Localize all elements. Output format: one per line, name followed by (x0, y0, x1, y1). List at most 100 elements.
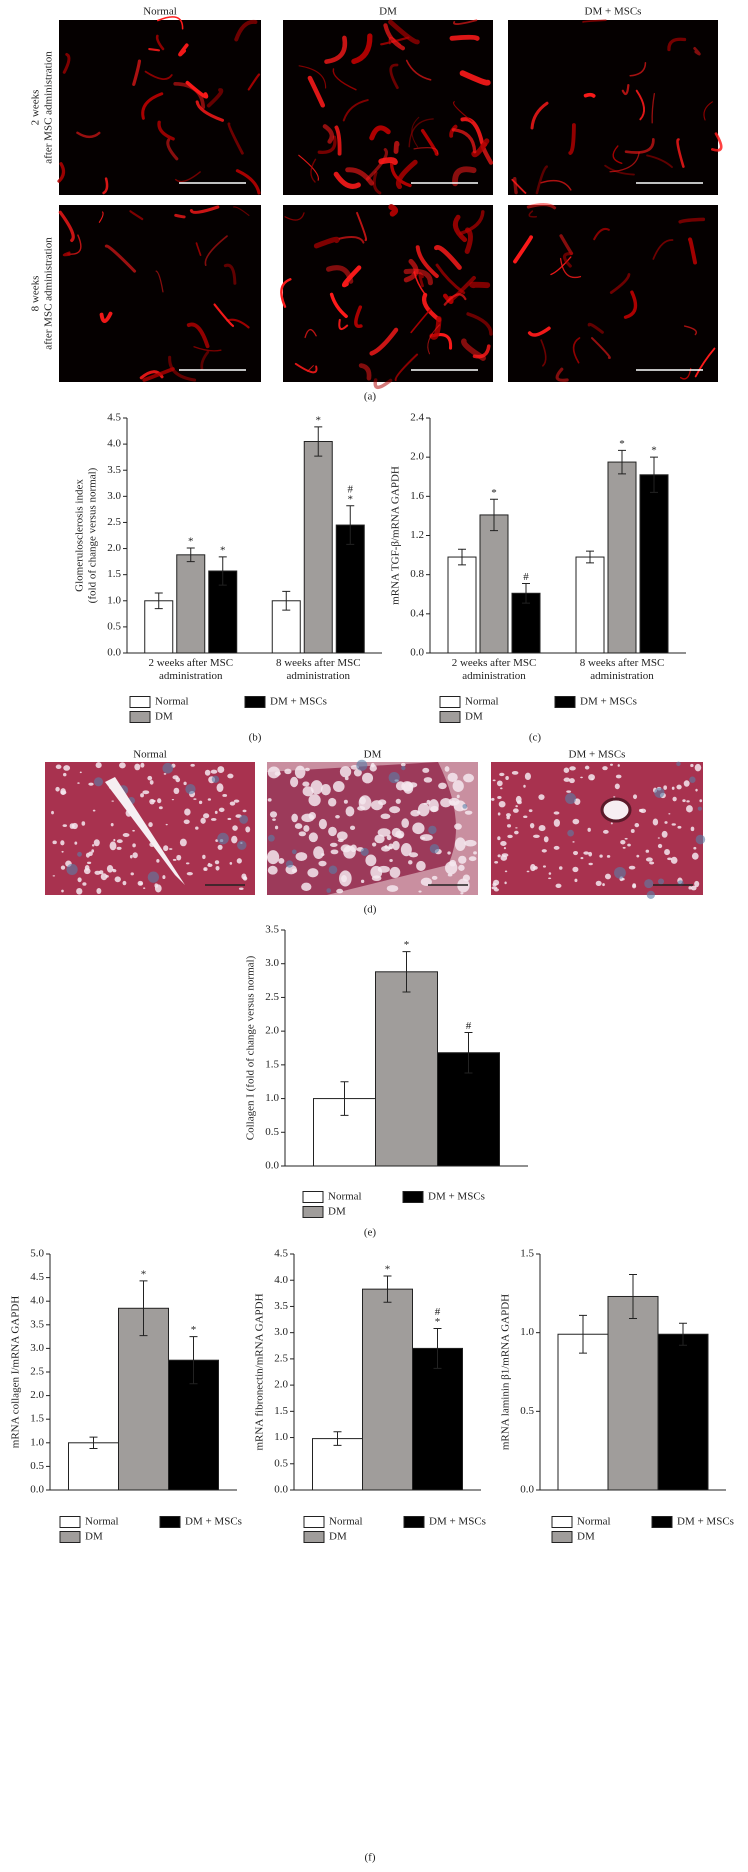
panel-label: (a) (364, 391, 377, 403)
lumen (603, 829, 609, 834)
y-tick-label: 0.5 (265, 1126, 279, 1138)
lumen (96, 887, 102, 895)
stain (341, 265, 362, 288)
stain (513, 235, 533, 264)
stain (298, 65, 327, 89)
legend-swatch (403, 1516, 425, 1528)
y-tick-label: 2.5 (274, 1352, 288, 1364)
collagen (328, 865, 338, 875)
lumen (494, 860, 499, 864)
lumen (664, 821, 668, 824)
stain (284, 212, 305, 221)
stain (304, 328, 317, 339)
x-tick-label: 2 weeks after MSC administration (148, 657, 234, 682)
lumen (238, 887, 244, 890)
lumen (468, 856, 477, 862)
lumen (318, 860, 327, 867)
lumen (566, 790, 572, 793)
bar (144, 600, 174, 654)
lumen (645, 849, 650, 853)
stain (333, 171, 361, 189)
bar (607, 1295, 659, 1491)
lumen (217, 766, 225, 773)
y-tick-label: 0.5 (107, 620, 121, 632)
stain (420, 129, 439, 156)
lumen (667, 857, 672, 861)
stain (623, 290, 638, 319)
legend-swatch (551, 1531, 573, 1543)
stain (703, 101, 713, 121)
lumen (156, 859, 160, 863)
legend-label: DM + MSCs (428, 1191, 485, 1203)
lumen (506, 815, 510, 820)
collagen (388, 772, 400, 784)
lumen (530, 863, 536, 872)
lumen (595, 880, 602, 886)
error-bar (458, 548, 466, 566)
collagen (356, 759, 368, 771)
lumen (652, 818, 659, 826)
legend-swatch (302, 1191, 324, 1203)
column-title: Normal (133, 749, 167, 761)
legend-label: Normal (155, 696, 189, 708)
lumen (76, 887, 83, 895)
stain (405, 59, 432, 81)
bar (303, 441, 333, 654)
stain (568, 123, 576, 155)
error-bar (464, 1031, 473, 1074)
lumen (649, 861, 655, 865)
legend-swatch (439, 696, 461, 708)
lumen (294, 823, 303, 830)
lumen (548, 877, 552, 880)
collagen (211, 775, 220, 784)
lumen (222, 794, 228, 797)
lumen (661, 830, 668, 838)
stain (206, 88, 224, 108)
error-bar (679, 1322, 687, 1346)
error-bar (346, 505, 355, 545)
image-bg (59, 205, 261, 382)
lumen (290, 776, 299, 788)
bar (68, 1442, 119, 1491)
y-tick-label: 0.0 (520, 1484, 534, 1496)
lumen (563, 777, 571, 782)
lumen (515, 805, 518, 808)
error-bar (629, 1273, 637, 1320)
stain (388, 204, 399, 217)
y-tick-label: 1.0 (265, 1092, 279, 1104)
lumen (515, 827, 518, 829)
lumen (210, 817, 217, 821)
lumen (511, 770, 519, 775)
y-tick-label: 3.0 (274, 1326, 288, 1338)
y-axis-label: mRNA collagen I/mRNA GAPDH (10, 1296, 22, 1449)
lumen (372, 842, 377, 847)
collagen (697, 806, 702, 811)
lumen (91, 849, 95, 853)
lumen (627, 843, 631, 847)
significance-marker: * (220, 544, 226, 556)
lumen (132, 852, 138, 859)
error-bar (89, 1436, 98, 1449)
lumen (148, 822, 153, 828)
lumen (55, 786, 60, 792)
lumen (162, 875, 166, 880)
lumen (588, 851, 593, 857)
significance-marker: * (188, 536, 194, 548)
lumen (77, 877, 82, 883)
stain (99, 311, 113, 323)
y-axis-label: mRNA fibronectin/mRNA GAPDH (254, 1293, 266, 1450)
lumen (119, 762, 126, 769)
stain (174, 171, 201, 183)
lumen (232, 825, 238, 831)
error-bar (522, 582, 530, 604)
stain (461, 338, 486, 361)
lumen (74, 841, 78, 845)
stain (449, 34, 480, 41)
legend-swatch (303, 1516, 325, 1528)
stain (142, 367, 175, 382)
lumen (389, 806, 401, 814)
stain (102, 177, 109, 195)
lumen (391, 827, 402, 838)
lumen (622, 846, 626, 849)
legend-swatch (244, 696, 266, 708)
